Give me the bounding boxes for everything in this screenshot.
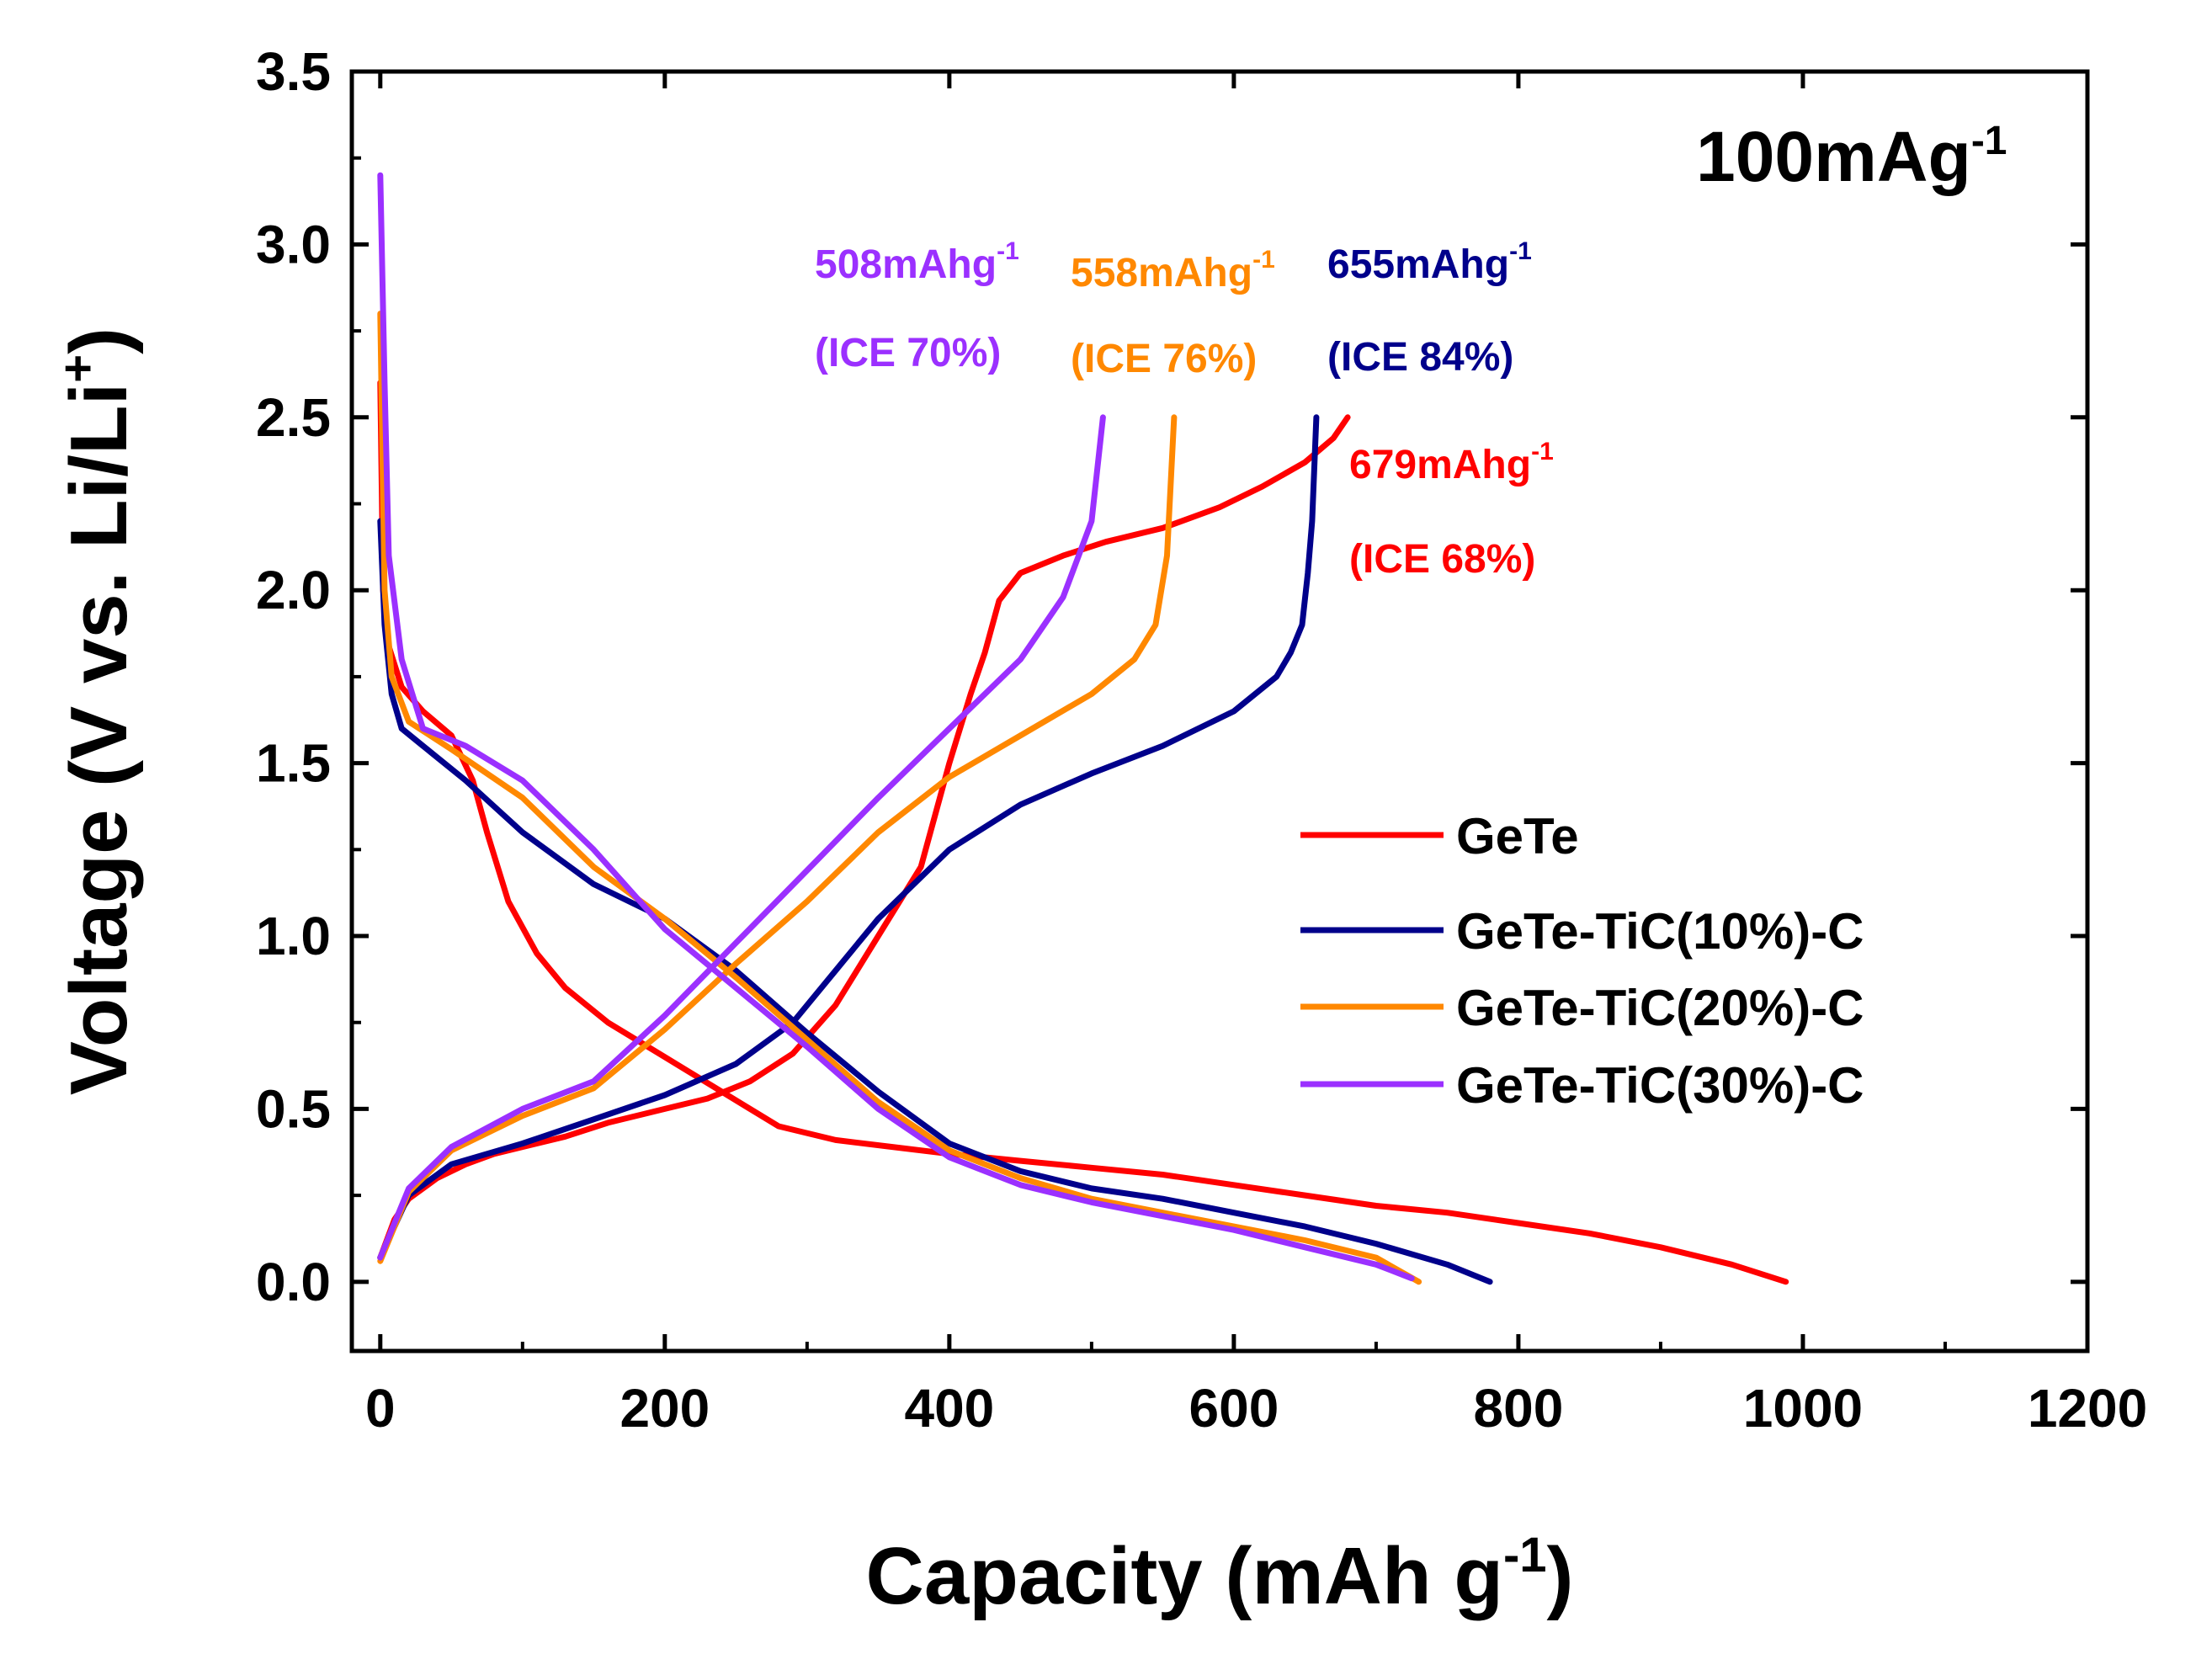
rate-label: 100mAg-1 xyxy=(1696,117,2007,196)
rate-label-main: 100mAg xyxy=(1696,117,1971,196)
y-tick-label: 2.5 xyxy=(256,387,331,448)
x-tick-label: 600 xyxy=(1189,1378,1279,1439)
charge-curve-gete-tic-10-c xyxy=(377,414,1320,1261)
x-axis-title: Capacity (mAh g-1) xyxy=(866,1528,1574,1621)
x-tick-label: 800 xyxy=(1474,1378,1564,1439)
annotation-capacity: 558mAhg-1 xyxy=(1071,246,1275,295)
y-tick-label: 1.5 xyxy=(256,733,331,794)
y-tick-label: 0.5 xyxy=(256,1078,331,1139)
plot-frame xyxy=(349,69,2090,1354)
discharge-curve-gete-tic-30-c xyxy=(377,172,1415,1282)
x-tick-label: 200 xyxy=(619,1378,710,1439)
discharge-curve-gete-tic-10-c xyxy=(377,518,1493,1285)
rate-label-sup: -1 xyxy=(1971,119,2007,163)
x-tick-label: 0 xyxy=(365,1378,396,1439)
legend: GeTe GeTe-TiC(10%)-C GeTe-TiC(20%)-C GeTe-T… xyxy=(1300,808,1864,1114)
legend-label: GeTe-TiC(30%)-C xyxy=(1456,1057,1864,1114)
annotation-ice: (ICE 76%) xyxy=(1071,337,1257,381)
x-axis-title-sup: -1 xyxy=(1503,1528,1547,1582)
x-axis-title-main: Capacity (mAh g xyxy=(866,1531,1503,1621)
y-tick-label: 3.0 xyxy=(256,214,331,274)
x-axis-title-end: ) xyxy=(1547,1531,1574,1621)
y-tick-label: 1.0 xyxy=(256,906,331,966)
annotation-ice: (ICE 84%) xyxy=(1327,335,1513,380)
y-tick-label: 3.5 xyxy=(256,41,331,102)
y-axis: 0.0 0.5 1.0 1.5 2.0 2.5 3.0 3.5 xyxy=(256,41,2087,1312)
x-axis: 0 200 400 600 800 1000 1200 xyxy=(365,72,2147,1439)
discharge-curve-gete-tic-20-c xyxy=(377,311,1422,1285)
discharge-curve-gete xyxy=(377,380,1789,1285)
y-axis-title-sup: + xyxy=(51,354,105,383)
annotation-capacity: 508mAhg-1 xyxy=(815,237,1019,287)
plot-area xyxy=(377,172,1789,1285)
x-tick-label: 1000 xyxy=(1743,1378,1863,1439)
x-tick-label: 400 xyxy=(904,1378,994,1439)
y-axis-title-main: Voltage (V vs. Li/Li xyxy=(54,383,144,1095)
annotation-ice: (ICE 70%) xyxy=(815,331,1001,375)
annotation-capacity: 655mAhg-1 xyxy=(1327,237,1532,287)
annotation-capacity: 679mAhg-1 xyxy=(1349,438,1554,487)
legend-label: GeTe-TiC(10%)-C xyxy=(1456,903,1864,960)
y-axis-title-end: ) xyxy=(54,327,144,354)
y-tick-label: 2.0 xyxy=(256,560,331,620)
y-axis-title: Voltage (V vs. Li/Li+) xyxy=(51,327,144,1095)
annotation-ice: (ICE 68%) xyxy=(1349,537,1535,582)
x-tick-label: 1200 xyxy=(2028,1378,2147,1439)
legend-label: GeTe-TiC(20%)-C xyxy=(1456,980,1864,1036)
y-tick-label: 0.0 xyxy=(256,1252,331,1312)
charge-curve-gete-tic-30-c xyxy=(377,414,1106,1261)
charge-curve-gete-tic-20-c xyxy=(377,414,1178,1264)
capacity-annotations: 508mAhg-1 (ICE 70%) 558mAhg-1 (ICE 76%) 655m… xyxy=(815,237,1554,582)
legend-label: GeTe xyxy=(1456,808,1579,864)
